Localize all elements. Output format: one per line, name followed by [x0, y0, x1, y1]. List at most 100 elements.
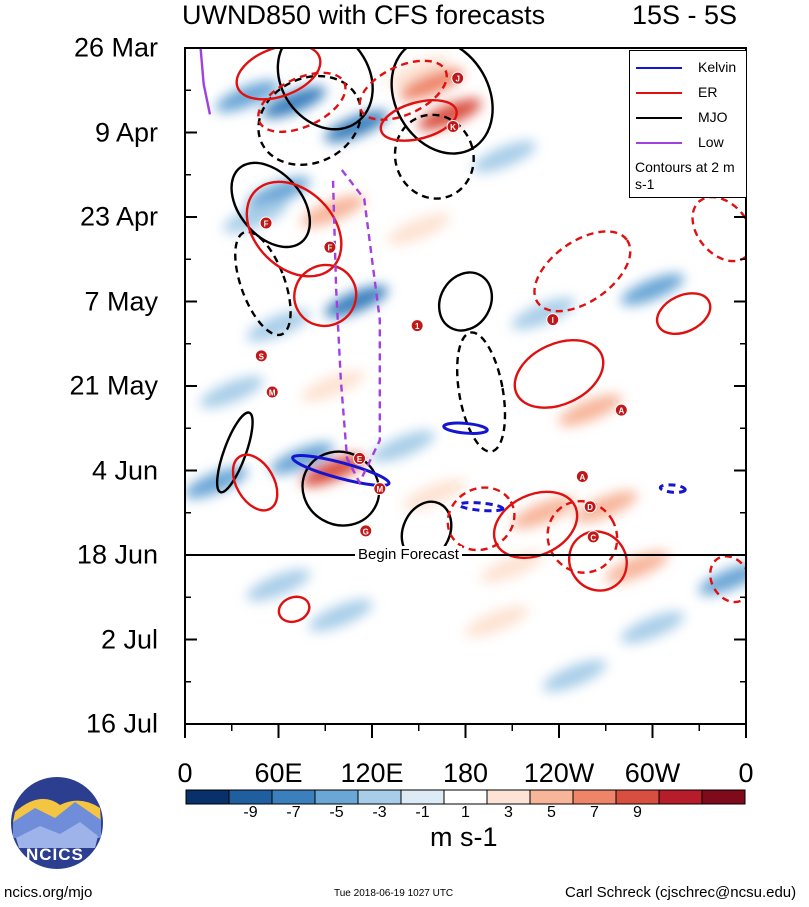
- anomaly-cell: [542, 659, 607, 692]
- kelvin-contour: [457, 501, 505, 513]
- anomaly-cell: [246, 309, 311, 342]
- storm-marker: 1: [410, 319, 424, 333]
- storm-marker: A: [614, 403, 628, 417]
- svg-text:F: F: [327, 244, 332, 253]
- storm-marker: M: [265, 385, 279, 399]
- colorbar-swatch: [400, 789, 445, 805]
- footer-author: Carl Schreck (cjschrec@ncsu.edu): [565, 884, 797, 901]
- anomaly-cell: [511, 297, 576, 330]
- storm-marker: A: [575, 470, 589, 484]
- colorbar-tick-label: -7: [286, 804, 301, 821]
- colorbar-tick-label: 9: [633, 804, 642, 821]
- colorbar-swatch: [314, 789, 359, 805]
- er-contour: [231, 453, 279, 512]
- anomaly-cell: [558, 394, 622, 426]
- anomaly-cell: [620, 611, 685, 644]
- x-tick-label: 120W: [523, 758, 595, 788]
- legend-label: Kelvin: [698, 59, 737, 75]
- mjo-contour: [215, 411, 254, 494]
- er-contour: [277, 595, 311, 624]
- er-contour: [446, 486, 516, 552]
- colorbar: [185, 789, 746, 805]
- colorbar-tick-label: -9: [243, 804, 258, 821]
- y-tick-label: 9 Apr: [94, 117, 158, 147]
- svg-text:A: A: [618, 407, 624, 416]
- x-tick-label: 60W: [624, 758, 681, 788]
- footer-timestamp: Tue 2018-06-19 1027 UTC: [334, 888, 454, 899]
- svg-text:F: F: [264, 220, 269, 229]
- anomaly-cell: [620, 273, 685, 306]
- legend-line-low: [636, 142, 682, 144]
- storm-marker: K: [446, 119, 460, 133]
- units-label: m s-1: [430, 822, 498, 852]
- legend-line-mjo: [636, 117, 682, 119]
- begin-forecast-label: Begin Forecast: [355, 546, 462, 563]
- anomaly-cell: [698, 563, 746, 595]
- kelvin-contour: [291, 454, 391, 487]
- anomaly-cell: [246, 569, 311, 601]
- x-tick-label: 0: [177, 758, 193, 788]
- anomaly-cell: [301, 370, 365, 402]
- mjo-contour: [276, 48, 374, 131]
- colorbar-swatch: [615, 789, 660, 805]
- er-contour: [257, 71, 347, 134]
- low-contour: [199, 48, 212, 115]
- anomaly-cell: [472, 140, 537, 173]
- colorbar-swatch: [271, 789, 316, 805]
- y-tick-label: 7 May: [84, 286, 158, 316]
- storm-marker: D: [583, 500, 597, 514]
- footer-url[interactable]: ncics.org/mjo: [4, 884, 93, 901]
- er-contour: [655, 292, 712, 336]
- anomaly-cell: [464, 605, 529, 638]
- svg-text:A: A: [579, 473, 585, 482]
- storm-marker: C: [586, 530, 600, 544]
- svg-text:G: G: [363, 527, 369, 536]
- legend-item-mjo: MJO: [630, 107, 746, 129]
- svg-text:J: J: [455, 75, 459, 84]
- colorbar-swatch: [228, 789, 273, 805]
- colorbar-tick-label: -1: [415, 804, 430, 821]
- colorbar-tick-label: 1: [461, 804, 470, 821]
- svg-text:K: K: [450, 123, 456, 132]
- y-tick-label: 18 Jun: [76, 539, 158, 570]
- anomaly-cell: [605, 551, 669, 583]
- mjo-contour: [234, 230, 292, 337]
- er-contour: [379, 99, 458, 142]
- y-tick-label: 16 Jul: [85, 708, 158, 739]
- er-contour: [492, 490, 579, 560]
- kelvin-contour: [442, 421, 489, 435]
- anomaly-cell: [270, 442, 334, 475]
- er-contour: [235, 48, 322, 101]
- svg-text:M: M: [376, 485, 383, 494]
- legend-line-kelvin: [636, 67, 682, 69]
- anomaly-cell: [387, 56, 451, 88]
- svg-text:C: C: [590, 533, 596, 542]
- legend-label: Low: [698, 134, 724, 150]
- anomaly-cell: [200, 376, 264, 408]
- y-tick-label: 4 Jun: [91, 455, 158, 485]
- anomaly-cell: [511, 496, 576, 529]
- colorbar-swatch: [658, 789, 703, 805]
- low-contour: [331, 167, 381, 486]
- kelvin-contour: [658, 483, 687, 494]
- er-contour: [567, 530, 628, 592]
- svg-text:E: E: [357, 455, 363, 464]
- anomaly-cell: [355, 635, 420, 668]
- mjo-contour: [393, 113, 475, 200]
- er-contour: [358, 59, 448, 121]
- colorbar-swatch: [486, 789, 531, 805]
- colorbar-swatch: [357, 789, 402, 805]
- anomaly-cell: [574, 490, 638, 523]
- ncics-logo: [11, 777, 103, 869]
- er-contour: [293, 263, 358, 328]
- storm-marker: E: [353, 451, 367, 465]
- colorbar-tick-label: -5: [329, 804, 344, 821]
- er-contour: [513, 338, 605, 409]
- colorbar-swatch: [443, 789, 488, 805]
- storm-marker: G: [359, 524, 373, 538]
- legend-note: Contours at 2 m s-1: [635, 159, 735, 192]
- svg-text:1: 1: [415, 322, 420, 331]
- legend-label: MJO: [698, 109, 728, 125]
- svg-text:M: M: [269, 389, 276, 398]
- colorbar-swatch: [185, 789, 230, 805]
